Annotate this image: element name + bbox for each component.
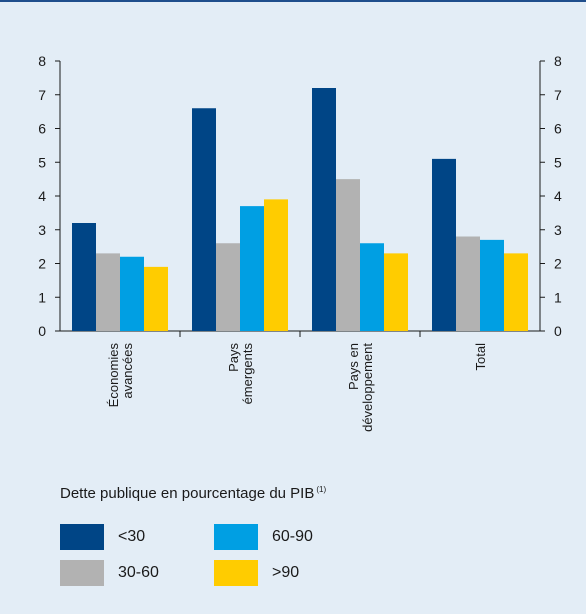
bar [72,223,96,331]
y-tick-label-right: 4 [554,188,562,204]
y-tick-label-right: 8 [554,53,562,69]
bar [384,253,408,331]
legend-item-30-60: 30-60 [60,560,159,586]
legend-item-60-90: 60-90 [214,524,313,550]
bar [432,158,456,331]
x-category-label: émergents [240,343,255,405]
bar [456,236,480,331]
x-category-label: développement [360,343,375,432]
legend-swatch-lt30 [60,524,104,550]
bar [192,108,216,331]
legend-label-30-60: 30-60 [118,564,159,581]
y-tick-label-left: 7 [38,87,46,103]
y-tick-label-right: 1 [554,289,562,305]
y-tick-label-left: 4 [38,188,46,204]
y-tick-label-right: 7 [554,87,562,103]
legend-title-text: Dette publique en pourcentage du PIB [60,485,315,502]
legend-label-gt90: >90 [272,564,300,581]
y-tick-label-left: 0 [38,323,46,339]
bar [360,243,384,331]
legend-swatch-60-90 [214,524,258,550]
y-tick-label-right: 5 [554,154,562,170]
bar [336,179,360,331]
legend-swatch-30-60 [60,560,104,586]
legend-label-60-90: 60-90 [272,528,313,545]
y-tick-label-left: 8 [38,53,46,69]
y-tick-label-left: 5 [38,154,46,170]
y-tick-label-left: 1 [38,289,46,305]
bar [504,253,528,331]
bar [264,199,288,331]
y-tick-label-right: 2 [554,256,562,272]
bar [480,239,504,331]
legend-swatch-gt90 [214,560,258,586]
x-category-label: Pays en [346,343,361,390]
bar [120,256,144,331]
legend-title-footnote: (1) [316,485,327,494]
bar-chart: 0 0 1 1 2 2 3 3 4 4 5 5 6 6 7 7 8 8 Économies avancées Pays é… [38,53,562,432]
bar [216,243,240,331]
bar [312,88,336,331]
bar [240,206,264,331]
legend-title: Dette publique en pourcentage du PIB (1) [60,485,326,502]
y-tick-label-right: 6 [554,121,562,137]
bar [96,253,120,331]
y-tick-label-left: 3 [38,222,46,238]
legend-item-lt30: <30 [60,524,145,550]
x-category-label: Total [473,343,488,371]
legend-item-gt90: >90 [214,560,299,586]
legend-label-lt30: <30 [118,528,146,545]
y-tick-label-right: 0 [554,323,562,339]
x-category-label: avancées [120,343,135,399]
x-category-label: Pays [226,343,241,372]
x-category-label: Économies [106,343,121,408]
y-tick-label-left: 2 [38,256,46,272]
y-tick-label-right: 3 [554,222,562,238]
bar [144,266,168,331]
y-tick-label-left: 6 [38,121,46,137]
